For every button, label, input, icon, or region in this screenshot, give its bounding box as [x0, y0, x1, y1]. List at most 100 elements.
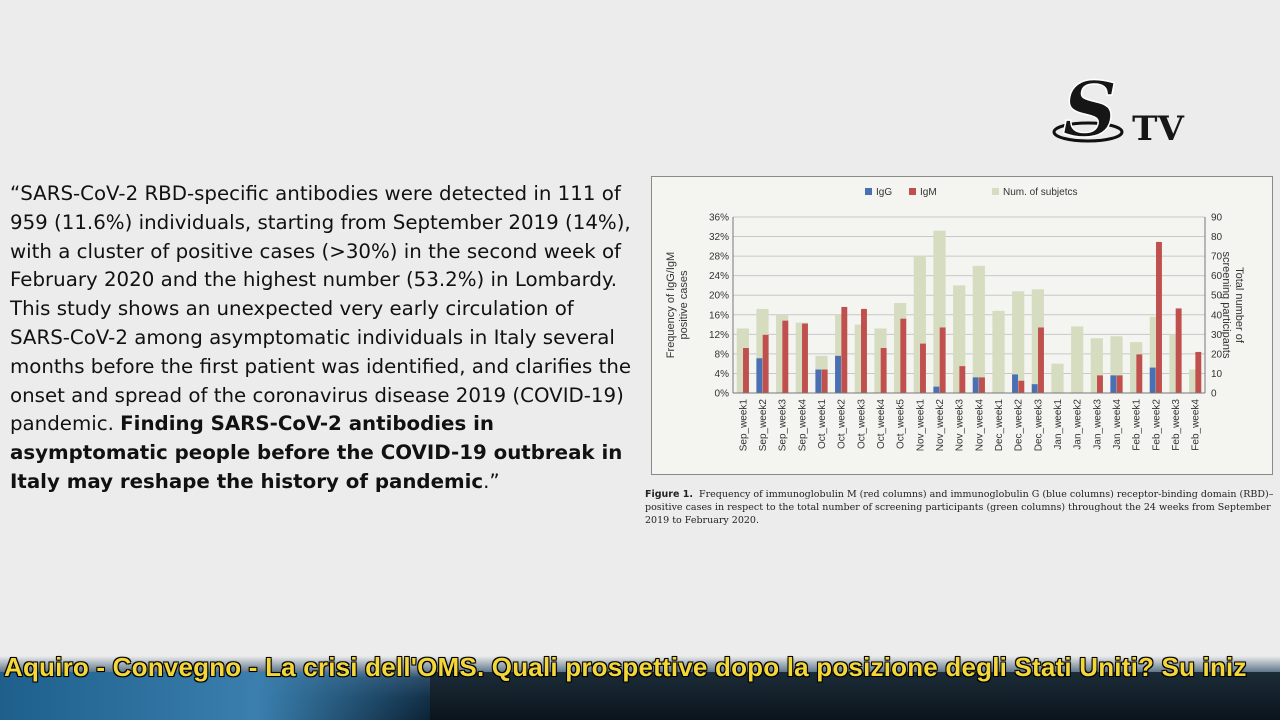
igm-bar [880, 348, 887, 393]
igm-bar [762, 334, 769, 393]
igm-bar [1156, 241, 1162, 393]
x-tick-label: Feb_week2 [1151, 399, 1162, 451]
legend-label: IgG [876, 187, 892, 198]
x-tick-label: Feb_week1 [1132, 399, 1143, 451]
y-axis-title: Frequency of IgG/IgM [665, 252, 677, 358]
y2-tick-label: 70 [1211, 252, 1223, 263]
igm-bar [782, 320, 789, 393]
igm-bar [743, 348, 749, 393]
y-tick-label: 12% [709, 330, 729, 341]
legend-swatch [865, 188, 872, 195]
x-tick-label: Feb_week3 [1171, 399, 1182, 451]
y2-tick-label: 10 [1211, 369, 1223, 380]
x-tick-label: Oct_week2 [837, 399, 848, 449]
gridlines [733, 216, 1205, 394]
x-tick-label: Dec_week1 [994, 399, 1005, 452]
figure-caption-text: Frequency of immunoglobulin M (red colum… [645, 489, 1274, 526]
x-tick-label: Jan_week2 [1073, 399, 1084, 450]
x-tick-label: Nov_week1 [915, 399, 926, 452]
igm-bar [1136, 354, 1143, 393]
quote-body: SARS-CoV-2 RBD-specific antibodies were … [10, 182, 632, 436]
x-tick-label: Jan_week4 [1112, 399, 1123, 450]
ticker-text: Aquiro - Convegno - La crisi dell'OMS. Q… [4, 652, 1247, 682]
stv-logo: S TV [1052, 70, 1184, 150]
igm-bar [1116, 375, 1123, 393]
legend: IgG IgM Num. of subjetcs [865, 187, 1077, 198]
igm-bar [920, 343, 926, 393]
igg-bar [1012, 374, 1018, 393]
igg-bar [1031, 384, 1038, 393]
igg-bar [756, 358, 763, 393]
y2-tick-label: 30 [1211, 330, 1223, 341]
x-tick-label: Dec_week3 [1033, 399, 1044, 452]
y-tick-label: 4% [715, 369, 730, 380]
y2-tick-label: 60 [1211, 271, 1223, 282]
y2-tick-label: 20 [1211, 349, 1223, 360]
y2-axis-title: Total number of [1233, 267, 1245, 344]
figure-label: Figure 1. [645, 489, 693, 500]
legend-swatch [909, 188, 916, 195]
igg-bar [835, 355, 841, 393]
y-tick-label: 32% [709, 232, 729, 243]
legend-label: IgM [920, 187, 937, 198]
stv-logo-letter: S [1063, 70, 1118, 150]
x-tick-label: Sep_week3 [778, 399, 789, 452]
legend-label: Num. of subjetcs [1003, 187, 1077, 198]
igm-bar [939, 327, 946, 393]
x-tick-label: Sep_week2 [758, 399, 769, 452]
subjects-bar [1051, 363, 1064, 393]
igm-bar [1038, 327, 1044, 393]
x-tick-label: Nov_week2 [935, 399, 946, 452]
igm-bar [841, 306, 848, 393]
x-tick-label: Oct_week4 [876, 399, 887, 449]
y2-tick-label: 80 [1211, 232, 1223, 243]
y-axis-title: positive cases [678, 270, 690, 340]
x-tick-label: Oct_week3 [856, 399, 867, 449]
igm-bar [821, 369, 828, 393]
quote-text: “SARS-CoV-2 RBD-specific antibodies were… [10, 180, 635, 497]
igm-bar [1195, 351, 1202, 393]
y-tick-label: 16% [709, 310, 729, 321]
ticker-dark [430, 672, 1280, 720]
y2-tick-label: 0 [1211, 389, 1217, 400]
y-tick-label: 8% [715, 349, 730, 360]
chart-frame: 0% 4% 8% 12% 16% 20% 24% 28% 32% 36% 0 10 20 30 40 50 60… [651, 176, 1273, 475]
igg-bar [933, 386, 940, 393]
x-tick-label: Jan_week3 [1092, 399, 1103, 450]
x-tick-label: Sep_week4 [797, 399, 808, 452]
x-tick-label: Oct_week1 [817, 399, 828, 449]
x-tick-label: Sep_week1 [738, 399, 749, 452]
y2-tick-label: 90 [1211, 213, 1223, 224]
y2-axis-title: screening participants [1220, 251, 1232, 359]
igg-bar [815, 369, 822, 393]
bars [736, 230, 1202, 393]
x-tick-label: Feb_week4 [1191, 399, 1202, 451]
igg-bar [972, 377, 979, 393]
y-tick-label: 24% [709, 271, 729, 282]
news-ticker: Aquiro - Convegno - La crisi dell'OMS. Q… [0, 648, 1280, 720]
y-tick-label: 20% [709, 291, 729, 302]
axes: 0% 4% 8% 12% 16% 20% 24% 28% 32% 36% 0 10 20 30 40 50 60… [665, 213, 1245, 452]
igm-bar [1175, 308, 1182, 393]
y-tick-label: 28% [709, 252, 729, 263]
legend-swatch [992, 188, 999, 195]
subjects-bar [972, 265, 985, 393]
subjects-bar [1071, 326, 1084, 393]
x-tick-label: Jan_week1 [1053, 399, 1064, 450]
subjects-bar [1012, 291, 1025, 393]
igm-bar [802, 323, 808, 393]
igm-bar [900, 318, 907, 393]
subjects-bar [992, 310, 1005, 393]
igm-bar [979, 377, 985, 393]
igm-bar [1097, 375, 1103, 393]
ticker-glow [0, 672, 430, 720]
y2-tick-label: 40 [1211, 310, 1223, 321]
igg-bar [1110, 375, 1117, 393]
y-tick-label: 36% [709, 213, 729, 224]
x-tick-label: Nov_week4 [974, 399, 985, 452]
igm-bar [1018, 380, 1025, 393]
y-tick-label: 0% [715, 389, 730, 400]
quote-bold-conclusion: Finding SARS-CoV-2 antibodies in asympto… [10, 412, 623, 493]
x-tick-label: Nov_week3 [955, 399, 966, 452]
quote-open-mark: “ [10, 182, 21, 205]
